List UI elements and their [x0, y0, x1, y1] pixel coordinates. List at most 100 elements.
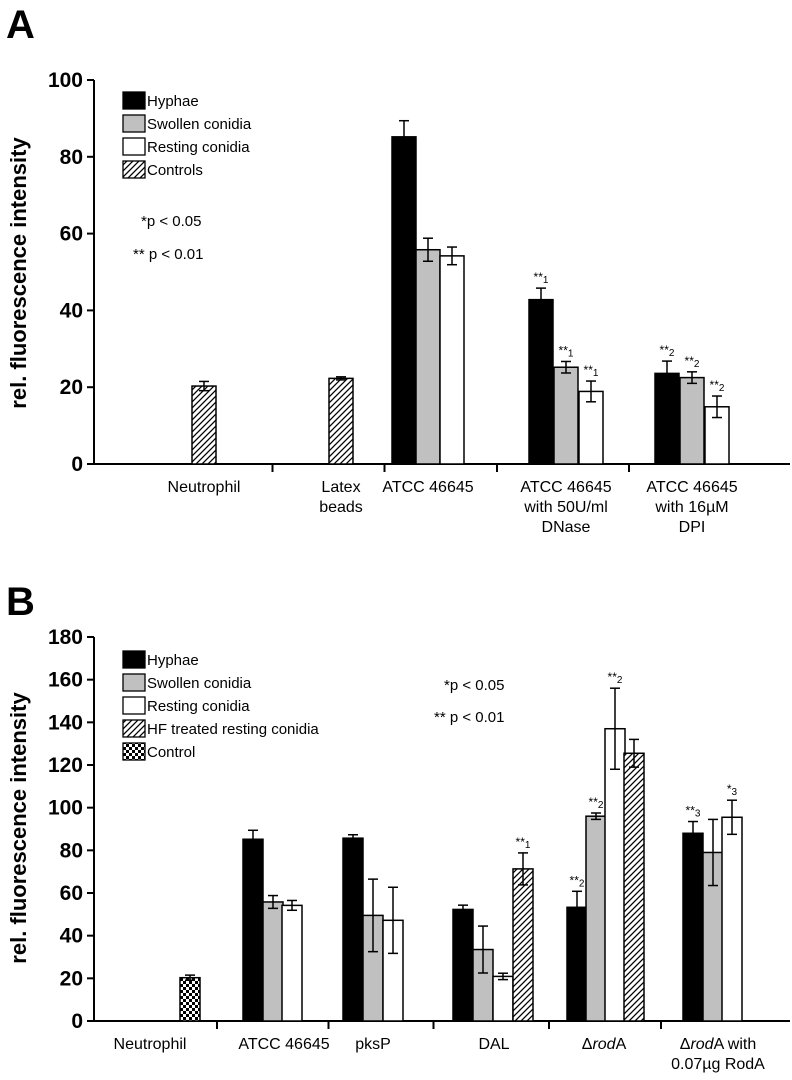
panel-a-pvalue-notes: *p < 0.05 ** p < 0.01 [133, 213, 203, 263]
bar [391, 136, 417, 465]
error-bar [561, 360, 571, 374]
category-label: ATCC 46645 [238, 1036, 329, 1053]
bar [682, 832, 704, 1022]
error-bar [348, 834, 358, 843]
bar [721, 816, 743, 1022]
error-bar [447, 246, 457, 266]
legend-item: Control [122, 742, 195, 761]
error-bar [708, 818, 718, 887]
bar [578, 390, 604, 465]
legend-swatch [122, 673, 146, 692]
bar [342, 837, 364, 1022]
significance-label: **2 [570, 873, 585, 889]
error-bar [687, 371, 697, 385]
panel-b-y-axis-label: rel. fluorescence intensity [6, 692, 31, 964]
legend-swatch [122, 742, 146, 761]
error-bar [586, 380, 596, 403]
panel-b-axes [93, 637, 790, 1022]
bar [566, 906, 588, 1022]
y-tick-label: 80 [60, 146, 83, 169]
error-bar [610, 687, 620, 771]
legend-swatch [122, 719, 146, 738]
category-label: pksP [355, 1036, 391, 1053]
category-label: DAL [478, 1036, 509, 1053]
panel-b-bars: **1 **2 **2 **2 **3 *3 [179, 670, 743, 1022]
legend-item: Resting conidia [122, 696, 250, 715]
legend-label: HF treated resting conidia [147, 721, 319, 738]
panel-a-legend: Hyphae Swollen conidia Resting conidia Cont… [122, 91, 252, 179]
legend-swatch [122, 696, 146, 715]
error-bar [248, 829, 258, 849]
y-tick-label: 140 [48, 711, 83, 734]
bar [415, 248, 441, 465]
category-label: with 16µM [654, 499, 728, 516]
significance-label: **1 [584, 363, 599, 379]
legend-swatch [122, 137, 146, 156]
panel-a-chart: A rel. fluorescence intensity 0 20 40 60 80 1… [6, 3, 790, 536]
legend-item: Swollen conidia [122, 114, 252, 133]
panel-b-legend: Hyphae Swollen conidia Resting conidia HF t… [122, 650, 319, 761]
legend-item: Hyphae [122, 91, 199, 110]
error-bar [268, 894, 278, 910]
y-tick-label: 80 [60, 839, 83, 862]
error-bar [572, 890, 582, 925]
bar [262, 901, 284, 1022]
bar [492, 975, 514, 1022]
category-label: 0.07µg RodA [671, 1056, 765, 1073]
panel-a-pvalue-note-2: ** p < 0.01 [133, 246, 203, 263]
y-tick-label: 40 [60, 299, 83, 322]
legend-label: Controls [147, 162, 203, 179]
significance-label: **1 [516, 835, 531, 851]
legend-label: Resting conidia [147, 698, 250, 715]
panel-b-letter: B [6, 580, 35, 624]
panel-b-chart: B rel. fluorescence intensity 0 20 40 60 80 1… [6, 580, 790, 1073]
legend-swatch [122, 160, 146, 179]
panel-a-bars: **1 **1 **1 **2 **2 **2 [191, 119, 730, 465]
y-tick-label: 40 [60, 925, 83, 948]
bar [439, 255, 465, 465]
bar [528, 298, 554, 465]
panel-b-pvalue-note-2: ** p < 0.01 [434, 709, 504, 726]
error-bar [399, 119, 409, 154]
y-tick-label: 0 [71, 1010, 83, 1033]
legend-label: Swollen conidia [147, 675, 252, 692]
category-label: ΔrodA [582, 1036, 627, 1053]
legend-swatch [122, 91, 146, 110]
error-bar [536, 287, 546, 312]
error-bar [591, 812, 601, 821]
legend-swatch [122, 114, 146, 133]
error-bar [368, 878, 378, 953]
significance-label: **1 [559, 343, 574, 359]
legend-label: Control [147, 744, 195, 761]
error-bar [712, 395, 722, 419]
bar [553, 366, 579, 465]
error-bar [518, 852, 528, 886]
y-tick-label: 100 [48, 69, 83, 92]
legend-item: Swollen conidia [122, 673, 252, 692]
error-bar [498, 972, 508, 981]
y-tick-label: 0 [71, 453, 83, 476]
category-label: ATCC 46645 [646, 479, 737, 496]
legend-label: Resting conidia [147, 139, 250, 156]
panel-a-pvalue-note-1: *p < 0.05 [141, 213, 201, 230]
category-label: Neutrophil [168, 479, 241, 496]
category-label: ATCC 46645 [382, 479, 473, 496]
panel-b-pvalue-notes: *p < 0.05 ** p < 0.01 [434, 677, 504, 726]
error-bar [727, 799, 737, 836]
error-bar [185, 974, 195, 982]
error-bar [688, 820, 698, 846]
bar [512, 868, 534, 1022]
y-tick-label: 20 [60, 967, 83, 990]
significance-label: *3 [727, 782, 738, 798]
category-label: DPI [679, 519, 706, 536]
bar [654, 372, 680, 465]
bar [452, 908, 474, 1022]
significance-label: **2 [685, 354, 700, 370]
bar [328, 377, 354, 465]
bar [623, 752, 645, 1022]
legend-item: HF treated resting conidia [122, 719, 319, 738]
bar [604, 727, 626, 1022]
legend-swatch [122, 650, 146, 669]
panel-b-category-labels: Neutrophil ATCC 46645 pksP DAL ΔrodA ΔrodA wi… [114, 1036, 766, 1073]
